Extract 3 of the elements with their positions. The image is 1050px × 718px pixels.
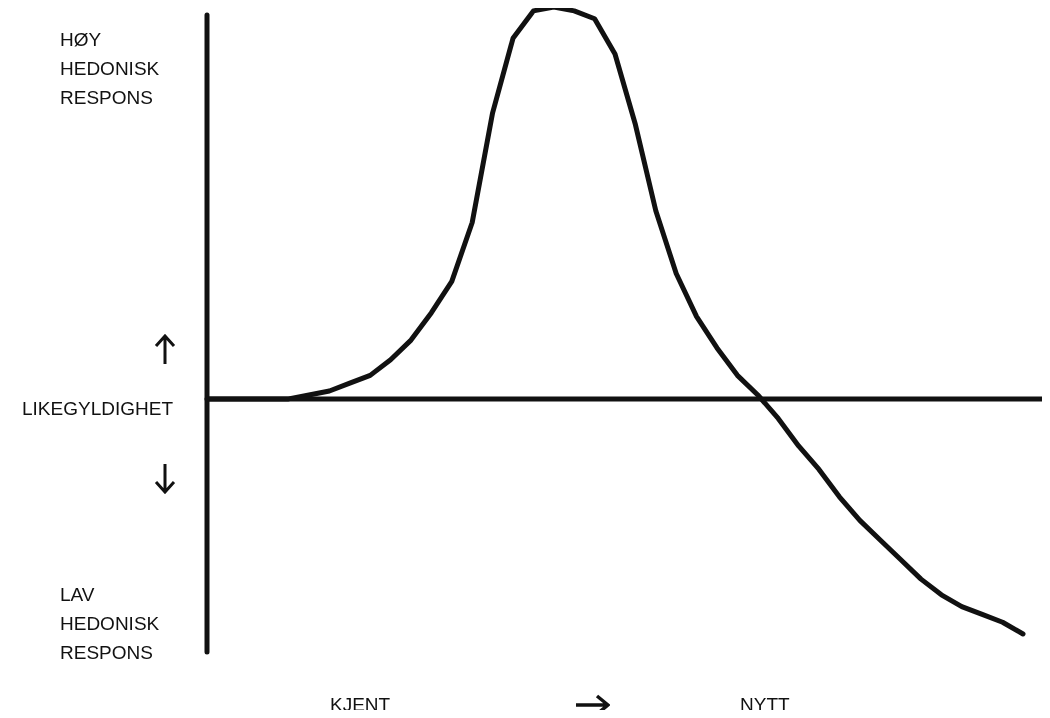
text: HØY HEDONISK RESPONS — [60, 28, 160, 110]
text: LIKEGYLDIGHET — [22, 397, 174, 421]
text: LAV HEDONISK RESPONS — [60, 583, 160, 665]
